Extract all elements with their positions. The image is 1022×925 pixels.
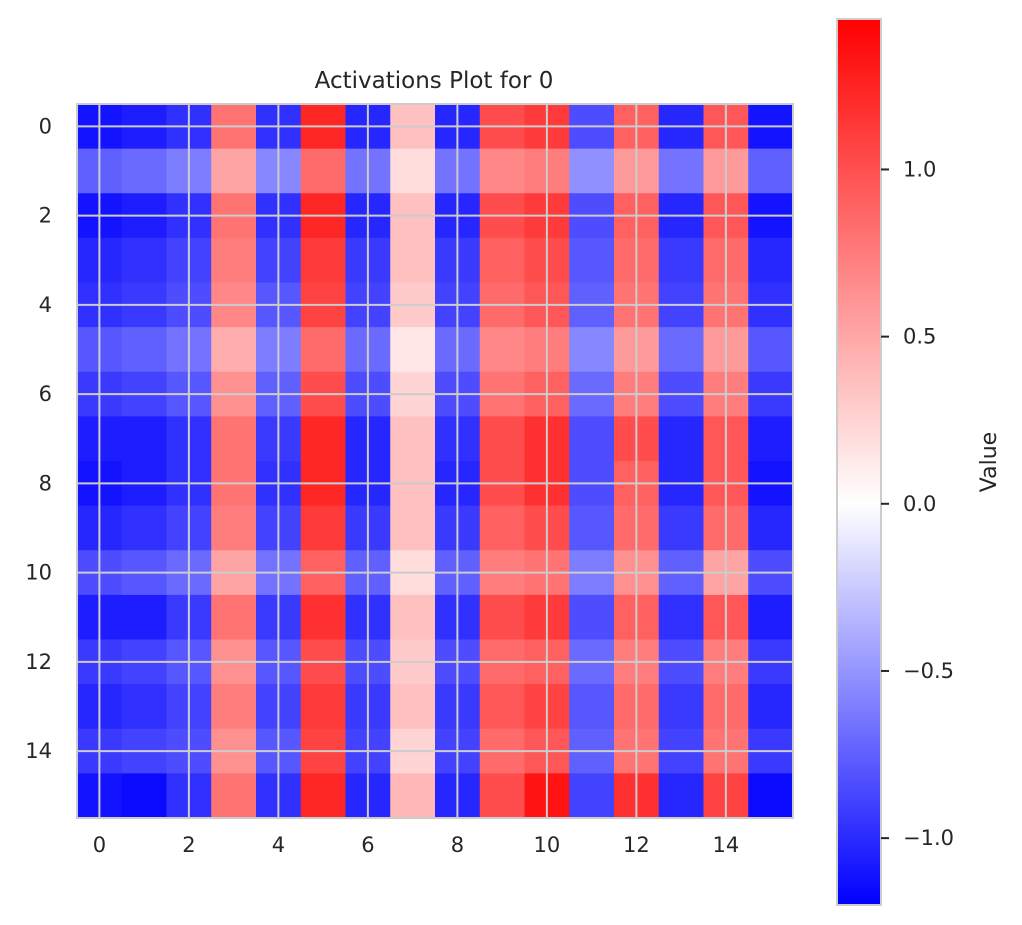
heatmap-cell — [658, 327, 705, 373]
heatmap-cell — [121, 148, 168, 194]
colorbar-tick-label: −0.5 — [903, 659, 954, 683]
plot-frame — [76, 103, 794, 819]
heatmap-cell — [569, 237, 615, 284]
heatmap-cell — [390, 594, 436, 641]
heatmap-cell — [390, 684, 436, 730]
y-tick-label: 12 — [25, 650, 52, 674]
heatmap-cell — [479, 684, 526, 730]
heatmap-cell — [569, 505, 615, 551]
colorbar-tick-label: 1.0 — [903, 157, 936, 181]
heatmap-cell — [211, 594, 257, 641]
heatmap-cell — [211, 327, 257, 373]
colorbar-ticks: 1.0 0.5 0.0 −0.5 −1.0 — [881, 157, 954, 850]
heatmap-cell — [479, 148, 526, 194]
heatmap-cell — [121, 594, 168, 641]
x-tick-label: 14 — [713, 833, 740, 857]
heatmap-cell — [211, 237, 257, 284]
x-tick-label: 0 — [93, 833, 106, 857]
heatmap-cell — [748, 684, 794, 730]
heatmap-cell — [569, 684, 615, 730]
heatmap-cell — [390, 416, 436, 462]
heatmap-cell — [748, 148, 794, 194]
x-tick-label: 10 — [534, 833, 561, 857]
x-tick-label: 8 — [451, 833, 464, 857]
chart-title: Activations Plot for 0 — [315, 68, 554, 94]
heatmap-grid — [77, 104, 793, 818]
heatmap-cell — [211, 416, 257, 462]
heatmap-cell — [748, 594, 794, 641]
colorbar-tick-label: −1.0 — [903, 826, 954, 850]
x-tick-label: 4 — [272, 833, 285, 857]
heatmap-cell — [748, 327, 794, 373]
heatmap-cell — [479, 773, 526, 819]
y-tick-label: 10 — [25, 561, 52, 585]
heatmap-cell — [300, 773, 347, 819]
heatmap-cell — [121, 416, 168, 462]
colorbar-label: Value — [977, 432, 1002, 492]
heatmap-cell — [479, 327, 526, 373]
y-axis-ticks: 0 2 4 6 8 10 12 14 — [25, 114, 52, 763]
colorbar — [836, 18, 882, 906]
heatmap-cell — [569, 327, 615, 373]
heatmap-cell — [658, 594, 705, 641]
heatmap-cells — [77, 104, 794, 819]
heatmap-cell — [479, 594, 526, 641]
heatmap-cell — [211, 505, 257, 551]
heatmap-cell — [300, 416, 347, 462]
heatmap-cell — [211, 684, 257, 730]
heatmap-cell — [748, 505, 794, 551]
y-tick-label: 2 — [39, 204, 52, 228]
heatmap-cell — [300, 684, 347, 730]
heatmap-cell — [211, 773, 257, 819]
heatmap-cell — [300, 594, 347, 641]
heatmap-cell — [121, 773, 168, 819]
x-tick-label: 2 — [182, 833, 195, 857]
heatmap-cell — [479, 505, 526, 551]
y-tick-label: 0 — [39, 114, 52, 138]
heatmap-cell — [390, 327, 436, 373]
heatmap-cell — [658, 148, 705, 194]
heatmap-cell — [569, 594, 615, 641]
heatmap-cell — [479, 237, 526, 284]
heatmap-cell — [658, 416, 705, 462]
heatmap-cell — [748, 237, 794, 284]
heatmap-cell — [479, 416, 526, 462]
heatmap-cell — [390, 148, 436, 194]
heatmap-cell — [300, 148, 347, 194]
heatmap-cell — [121, 684, 168, 730]
heatmap-cell — [658, 684, 705, 730]
x-tick-label: 12 — [623, 833, 650, 857]
y-tick-label: 14 — [25, 739, 52, 763]
heatmap-cell — [121, 327, 168, 373]
heatmap-cell — [658, 237, 705, 284]
heatmap-cell — [569, 416, 615, 462]
y-tick-label: 4 — [39, 293, 52, 317]
heatmap-cell — [300, 327, 347, 373]
heatmap-cell — [300, 237, 347, 284]
heatmap-cell — [211, 148, 257, 194]
heatmap-cell — [300, 505, 347, 551]
heatmap-cell — [658, 773, 705, 819]
y-tick-label: 8 — [39, 471, 52, 495]
x-axis-ticks: 0 2 4 6 8 10 12 14 — [93, 833, 740, 857]
heatmap-cell — [390, 773, 436, 819]
x-tick-label: 6 — [361, 833, 374, 857]
heatmap-cell — [569, 148, 615, 194]
heatmap-cell — [658, 505, 705, 551]
heatmap-cell — [748, 416, 794, 462]
heatmap-cell — [121, 505, 168, 551]
colorbar-tick-label: 0.5 — [903, 325, 936, 349]
heatmap-cell — [390, 505, 436, 551]
heatmap-cell — [390, 237, 436, 284]
heatmap-cell — [121, 237, 168, 284]
colorbar-tick-label: 0.0 — [903, 492, 936, 516]
y-tick-label: 6 — [39, 382, 52, 406]
heatmap-cell — [569, 773, 615, 819]
heatmap-cell — [748, 773, 794, 819]
